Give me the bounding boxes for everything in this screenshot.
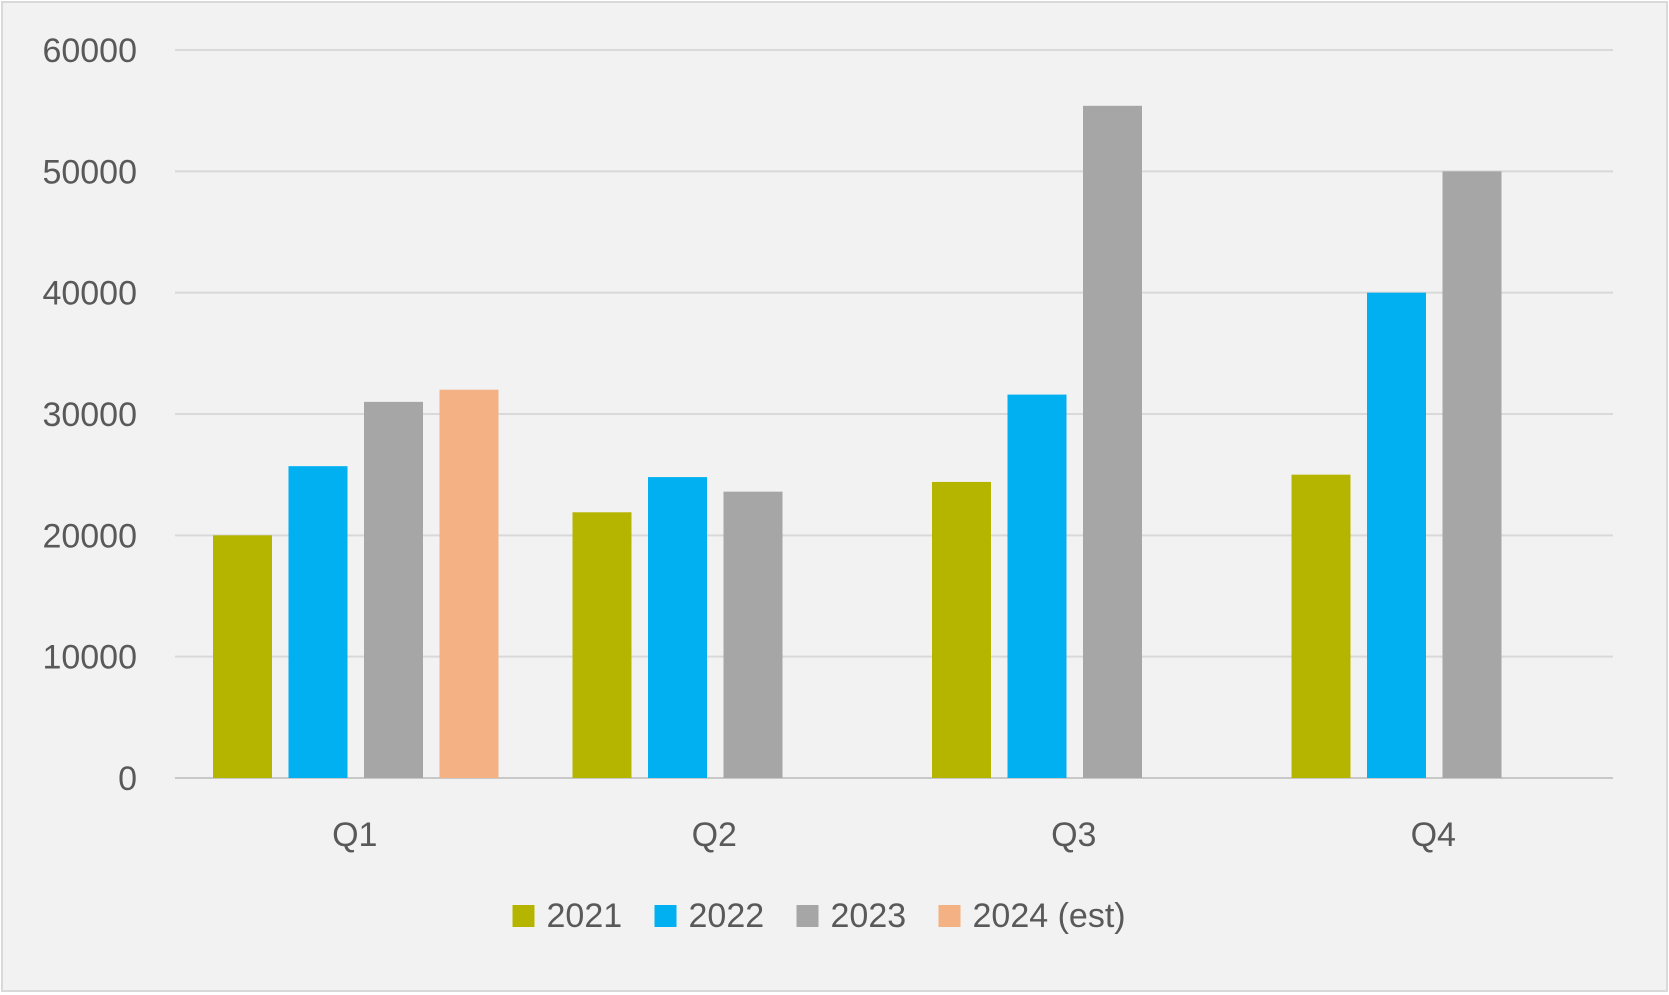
legend-swatch <box>654 905 677 927</box>
bar-q2-2023 <box>723 491 783 778</box>
bar-q1-2021 <box>213 535 272 778</box>
x-tick-label: Q4 <box>1411 816 1456 854</box>
y-tick-label: 20000 <box>42 517 137 555</box>
y-axis-tick-labels: 0 10000 20000 30000 40000 50000 60000 <box>42 32 137 798</box>
legend-swatch <box>512 905 535 927</box>
bar-q2-2021 <box>572 512 632 778</box>
bar-q1-2024-est <box>439 389 499 778</box>
y-tick-label: 30000 <box>42 396 137 434</box>
bar-q2-2022 <box>648 477 707 778</box>
x-tick-label: Q3 <box>1051 816 1096 854</box>
bar-q4-2021 <box>1291 474 1351 778</box>
y-tick-label: 0 <box>118 760 137 798</box>
legend-label: 2023 <box>831 897 907 935</box>
bar-q1-2023 <box>364 401 423 778</box>
bar-q4-2022 <box>1367 292 1426 778</box>
bar-q4-2023 <box>1442 171 1502 779</box>
legend-label: 2024 (est) <box>973 897 1126 935</box>
legend-swatch <box>796 905 819 927</box>
x-tick-label: Q2 <box>692 816 737 854</box>
bar-q3-2023 <box>1083 105 1142 778</box>
y-tick-label: 10000 <box>42 639 137 677</box>
bar-q3-2021 <box>932 481 991 778</box>
bar-q1-2022 <box>288 466 348 778</box>
bar-q3-2022 <box>1007 394 1067 778</box>
legend-label: 2021 <box>547 897 623 935</box>
y-tick-label: 50000 <box>42 153 137 191</box>
y-tick-label: 40000 <box>42 275 137 313</box>
legend-swatch <box>938 905 961 927</box>
y-tick-label: 60000 <box>42 32 137 70</box>
bars <box>213 105 1502 779</box>
x-axis-tick-labels: Q1 Q2 Q3 Q4 <box>332 816 1456 854</box>
legend-label: 2022 <box>689 897 765 935</box>
x-tick-label: Q1 <box>332 816 377 854</box>
legend: 2021 2022 2023 2024 (est) <box>512 897 1126 935</box>
bar-chart: 0 10000 20000 30000 40000 50000 60000 Q1 Q2 Q3 Q4… <box>42 32 1613 935</box>
